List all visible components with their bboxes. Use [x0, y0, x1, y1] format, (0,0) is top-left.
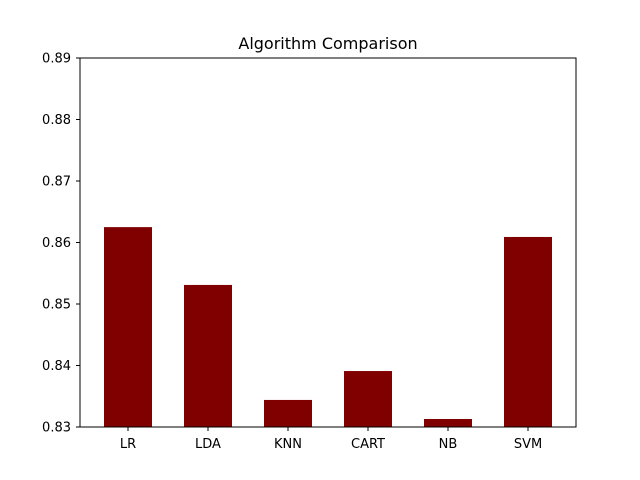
x-tick-label: CART	[351, 437, 385, 452]
bar-svm	[504, 236, 552, 427]
bars-group	[104, 227, 552, 427]
x-tick-label: SVM	[514, 437, 542, 452]
y-axis: 0.83 0.84 0.85 0.86 0.87 0.88 0.89	[42, 52, 80, 436]
y-tick-label: 0.88	[42, 113, 71, 128]
y-tick-label: 0.85	[42, 298, 71, 313]
y-tick-label: 0.86	[42, 236, 71, 251]
plot-frame	[79, 57, 577, 428]
x-axis: LR LDA KNN CART NB SVM	[120, 427, 542, 452]
y-tick-label: 0.84	[42, 359, 71, 374]
y-tick-label: 0.87	[42, 175, 71, 190]
bar-cart	[344, 371, 392, 427]
bar-lr	[104, 227, 152, 427]
y-tick-label: 0.83	[42, 421, 71, 436]
x-tick-label: KNN	[274, 437, 302, 452]
bar-nb	[424, 419, 472, 427]
x-tick-label: NB	[439, 437, 458, 452]
chart-title: Algorithm Comparison	[238, 34, 417, 53]
y-tick-label: 0.89	[42, 52, 71, 67]
bar-lda	[184, 284, 232, 427]
x-tick-label: LR	[120, 437, 136, 452]
bar-knn	[264, 399, 312, 427]
x-tick-label: LDA	[195, 437, 221, 452]
